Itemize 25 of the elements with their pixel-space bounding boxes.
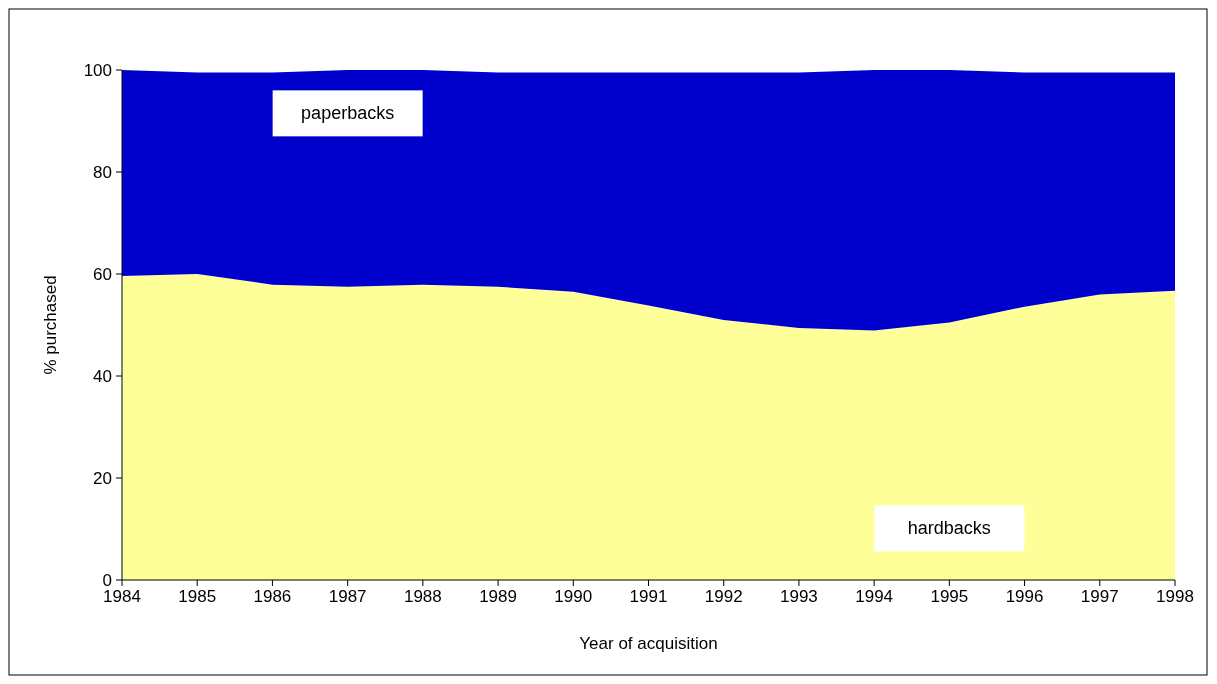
x-axis-title: Year of acquisition: [579, 634, 718, 653]
x-tick-label: 1990: [554, 587, 593, 606]
y-axis-title: % purchased: [41, 275, 60, 375]
x-tick-label: 1987: [328, 587, 367, 606]
x-tick-label: 1992: [704, 587, 743, 606]
x-tick-label: 1991: [629, 587, 668, 606]
y-tick-label: 80: [93, 162, 112, 182]
y-tick-label: 40: [93, 366, 112, 386]
x-tick-label: 1988: [403, 587, 442, 606]
y-tick-label: 100: [83, 60, 112, 80]
x-tick-label: 1989: [479, 587, 517, 606]
x-tick-label: 1985: [178, 587, 217, 606]
series-label: hardbacks: [907, 518, 991, 539]
x-tick-label: 1998: [1156, 587, 1194, 606]
x-tick-label: 1986: [253, 587, 292, 606]
x-tick-label: 1996: [1005, 587, 1044, 606]
y-tick-label: 20: [93, 468, 112, 488]
series-label: paperbacks: [301, 103, 395, 124]
x-tick-label: 1997: [1080, 587, 1119, 606]
y-tick-label: 60: [93, 264, 112, 284]
y-tick-label: 0: [102, 570, 112, 590]
x-tick-label: 1993: [780, 587, 818, 606]
x-tick-label: 1994: [855, 587, 894, 606]
x-tick-label: 1984: [103, 587, 141, 606]
x-tick-label: 1995: [930, 587, 969, 606]
